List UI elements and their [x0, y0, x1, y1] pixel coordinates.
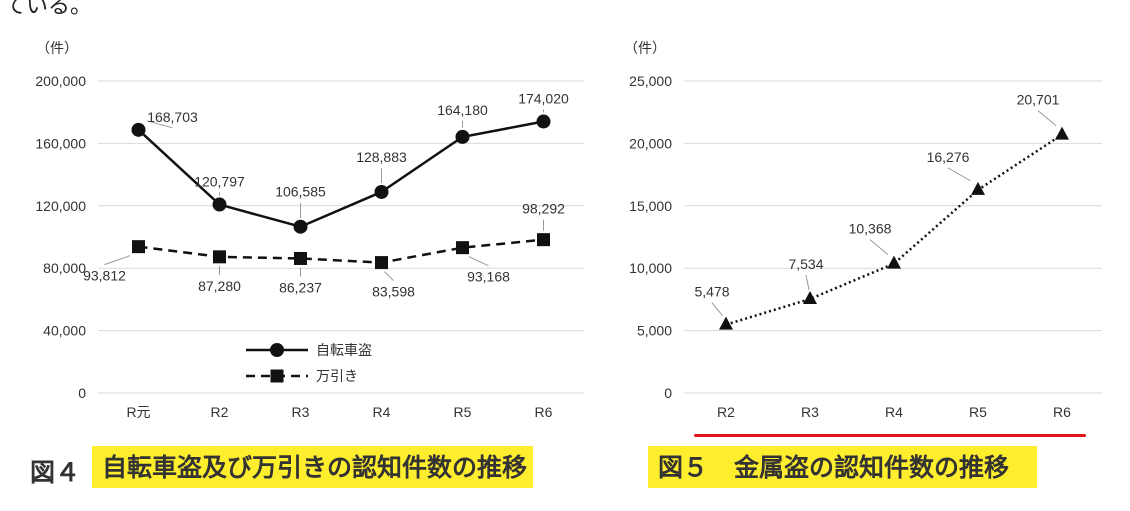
fig5-series-0-leader [805, 274, 810, 291]
fig5-series-0-leader [711, 302, 723, 316]
fig4-y-tick-label: 120,000 [35, 198, 86, 214]
fig5-x-tick-label: R4 [885, 404, 903, 420]
fig4-series-1-line [138, 238, 544, 264]
fig4-series-1-point [294, 251, 307, 265]
fig5-series-0-data-label: 7,534 [788, 256, 823, 272]
fig4-series-1-data-label: 98,292 [522, 201, 565, 217]
fig5-series-0-leader [869, 239, 889, 255]
fig4-x-tick-label: R5 [454, 404, 472, 420]
fig4-series-1-point [132, 240, 145, 254]
figure-4-title: 自転車盗及び万引きの認知件数の推移 [92, 446, 534, 488]
fig4-series-1-leader [468, 256, 489, 267]
fig4-series-1-point [375, 256, 388, 270]
fig4-series-0-line [137, 120, 544, 229]
fig4-y-tick-label: 80,000 [43, 260, 86, 276]
fig4-series-1-data-label: 87,280 [198, 278, 241, 294]
fig4-y-tick-label: 40,000 [43, 323, 86, 339]
fig5-y-tick-label: 15,000 [629, 198, 672, 214]
fig4-series-0-point [374, 184, 389, 199]
fig4-series-1-data-label: 86,237 [279, 279, 322, 295]
fig4-series-0-point [131, 122, 146, 137]
fig5-series-0-point [971, 181, 985, 195]
fig4-series-0-data-label: 168,703 [147, 109, 198, 125]
fig4-series-0-data-label: 174,020 [518, 91, 569, 107]
fig4-x-tick-label: R元 [126, 404, 150, 420]
fig4-x-tick-label: R4 [373, 404, 391, 420]
top-text-fragment: ている。 [4, 0, 93, 19]
fig5-series-0-point [887, 255, 901, 269]
fig4-x-tick-label: R6 [535, 404, 553, 420]
fig5-y-tick-label: 5,000 [637, 323, 672, 339]
red-underline-mark [694, 434, 1086, 437]
fig4-series-1-data-label: 93,168 [467, 269, 510, 285]
fig4-series-1-leader [384, 271, 394, 281]
fig5-y-tick-label: 0 [664, 385, 672, 401]
fig4-series-1-point [213, 250, 226, 264]
fig5-series-0-leader [947, 167, 971, 182]
fig5-x-tick-label: R3 [801, 404, 819, 420]
fig5-x-tick-label: R6 [1053, 404, 1071, 420]
fig4-series-1-leader [104, 255, 131, 266]
fig4-series-1-point [537, 233, 550, 247]
fig4-legend-0-marker [270, 343, 284, 357]
fig5-series-0-point [1055, 126, 1069, 140]
chart-metal-theft-svg: （件） 0 5,000 10,000 15,000 20,000 25,000 R2 R3 R4 R… [624, 40, 1102, 420]
fig5-series-0-data-label: 10,368 [849, 221, 892, 237]
fig4-series-0-data-label: 128,883 [356, 149, 407, 165]
fig4-series-0-point [536, 114, 551, 129]
figure-4-number: 図４ [30, 458, 81, 487]
fig4-legend-1-label: 万引き [316, 368, 358, 384]
chart-bicycle-shoplifting: （件） 0 40,000 80,000 120,000 160,000 200,000 R元 R… [0, 0, 600, 444]
fig5-unit-label: （件） [624, 40, 666, 56]
chart-metal-theft: （件） 0 5,000 10,000 15,000 20,000 25,000 R2 R3 R4 R… [600, 0, 1130, 444]
fig5-series-0-data-label: 20,701 [1017, 92, 1060, 108]
fig5-series-0-data-label: 5,478 [694, 284, 729, 300]
figure-5-title: 金属盗の認知件数の推移 [734, 453, 1010, 482]
fig5-series-0-line [725, 133, 1063, 326]
fig4-series-0-point [293, 219, 308, 234]
fig5-x-tick-label: R5 [969, 404, 987, 420]
fig4-series-1-data-label: 83,598 [372, 284, 415, 300]
fig4-series-0-leader [146, 120, 173, 129]
fig5-y-tick-label: 25,000 [629, 73, 672, 89]
fig4-series-1-data-label: 93,812 [83, 268, 126, 284]
figure-5-number: 図５ [658, 453, 709, 482]
fig4-y-tick-label: 200,000 [35, 73, 86, 89]
fig5-series-0-leader [1037, 110, 1057, 127]
fig4-x-tick-label: R2 [211, 404, 229, 420]
chart-bicycle-shoplifting-svg: （件） 0 40,000 80,000 120,000 160,000 200,000 R元 R… [35, 40, 584, 420]
fig4-y-tick-label: 160,000 [35, 135, 86, 151]
fig4-y-tick-label: 0 [78, 385, 86, 401]
fig4-x-tick-label: R3 [292, 404, 310, 420]
fig5-y-tick-label: 20,000 [629, 135, 672, 151]
fig4-series-0-point [212, 197, 227, 212]
fig5-series-0-point [719, 316, 733, 330]
fig5-series-0-data-label: 16,276 [927, 149, 970, 165]
fig4-legend-0-label: 自転車盗 [316, 342, 372, 358]
fig5-y-tick-label: 10,000 [629, 260, 672, 276]
fig4-unit-label: （件） [36, 40, 78, 56]
fig4-series-1-point [456, 241, 469, 255]
fig4-series-0-data-label: 120,797 [194, 174, 245, 190]
fig4-series-0-data-label: 164,180 [437, 102, 488, 118]
fig4-series-0-data-label: 106,585 [275, 184, 326, 200]
fig4-series-0-point [455, 129, 470, 144]
fig4-legend-1-marker [270, 369, 284, 383]
fig5-series-0-point [803, 290, 817, 304]
fig5-x-tick-label: R2 [717, 404, 735, 420]
